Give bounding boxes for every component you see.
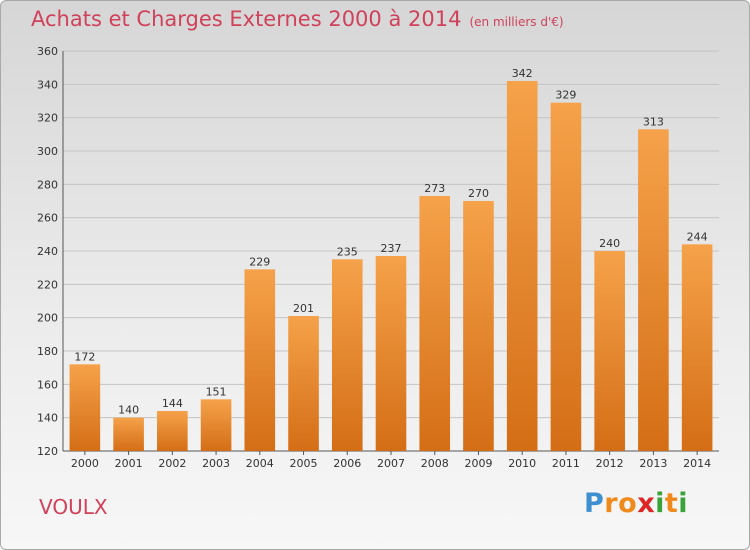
value-label-2012: 240 bbox=[599, 237, 620, 250]
bar-2006 bbox=[331, 259, 363, 451]
y-tick-label: 160 bbox=[37, 378, 58, 391]
value-label-2011: 329 bbox=[555, 89, 576, 102]
y-tick-label: 340 bbox=[37, 78, 58, 91]
value-label-2004: 229 bbox=[249, 255, 270, 268]
bar-2003 bbox=[200, 399, 232, 451]
y-tick-label: 140 bbox=[37, 412, 58, 425]
logo-letter: P bbox=[584, 488, 605, 519]
logo-letter: x bbox=[637, 488, 656, 519]
value-label-2010: 342 bbox=[512, 67, 533, 80]
value-label-2005: 201 bbox=[293, 302, 314, 315]
bar-2010 bbox=[506, 81, 538, 451]
x-tick-label: 2011 bbox=[552, 457, 580, 470]
bar-2004 bbox=[244, 269, 276, 451]
bar-2009 bbox=[463, 201, 494, 451]
value-label-2000: 172 bbox=[74, 350, 95, 363]
y-tick-label: 280 bbox=[37, 178, 58, 191]
logo-letter: i bbox=[655, 488, 665, 519]
bar-2005 bbox=[288, 316, 319, 451]
value-label-2007: 237 bbox=[381, 242, 402, 255]
bar-2000 bbox=[69, 364, 101, 451]
x-tick-label: 2007 bbox=[377, 457, 405, 470]
value-label-2001: 140 bbox=[118, 404, 139, 417]
logo-letter: i bbox=[678, 488, 689, 519]
value-label-2003: 151 bbox=[206, 385, 227, 398]
commune-name: VOULX bbox=[39, 495, 108, 519]
bar-2014 bbox=[681, 244, 713, 451]
x-tick-label: 2009 bbox=[464, 457, 492, 470]
logo-letter: r bbox=[604, 488, 619, 519]
bar-2002 bbox=[157, 411, 188, 451]
y-tick-label: 360 bbox=[37, 45, 58, 58]
bar-2001 bbox=[113, 417, 144, 451]
y-tick-label: 320 bbox=[37, 112, 58, 125]
x-tick-label: 2014 bbox=[683, 457, 711, 470]
x-tick-label: 2010 bbox=[508, 457, 536, 470]
x-tick-label: 2005 bbox=[290, 457, 318, 470]
bar-2007 bbox=[375, 256, 407, 451]
x-tick-label: 2000 bbox=[71, 457, 99, 470]
value-label-2009: 270 bbox=[468, 187, 489, 200]
y-tick-label: 240 bbox=[37, 245, 58, 258]
x-tick-label: 2003 bbox=[202, 457, 230, 470]
bar-2011 bbox=[550, 102, 582, 452]
bars bbox=[69, 81, 713, 452]
chart-title-text: Achats et Charges Externes 2000 à 2014 bbox=[31, 7, 462, 31]
value-label-2014: 244 bbox=[687, 230, 708, 243]
value-label-2002: 144 bbox=[162, 397, 183, 410]
x-tick-label: 2006 bbox=[333, 457, 361, 470]
x-tick-label: 2012 bbox=[596, 457, 624, 470]
value-label-2013: 313 bbox=[643, 115, 664, 128]
y-tick-label: 120 bbox=[37, 445, 58, 458]
logo-letter: o bbox=[618, 488, 638, 519]
y-tick-label: 180 bbox=[37, 345, 58, 358]
bar-2013 bbox=[638, 129, 669, 452]
logo-letter: t bbox=[664, 488, 679, 519]
bar-2008 bbox=[419, 196, 451, 451]
y-tick-label: 200 bbox=[37, 312, 58, 325]
labels: 120 140 160 180 200 220 240 260 280 300 320 340 360 2… bbox=[37, 45, 711, 470]
chart-subtitle: (en milliers d'€) bbox=[469, 15, 564, 29]
y-tick-label: 220 bbox=[37, 278, 58, 291]
proxiti-logo: Proxiti bbox=[584, 488, 688, 519]
x-tick-label: 2013 bbox=[639, 457, 667, 470]
x-tick-label: 2008 bbox=[421, 457, 449, 470]
bar-2012 bbox=[594, 251, 625, 451]
value-label-2006: 235 bbox=[337, 245, 358, 258]
y-tick-label: 260 bbox=[37, 212, 58, 225]
x-tick-label: 2004 bbox=[246, 457, 274, 470]
x-tick-label: 2002 bbox=[158, 457, 186, 470]
chart-title: Achats et Charges Externes 2000 à 2014 (e… bbox=[31, 7, 564, 31]
value-label-2008: 273 bbox=[424, 182, 445, 195]
x-tick-label: 2001 bbox=[115, 457, 143, 470]
y-tick-label: 300 bbox=[37, 145, 58, 158]
